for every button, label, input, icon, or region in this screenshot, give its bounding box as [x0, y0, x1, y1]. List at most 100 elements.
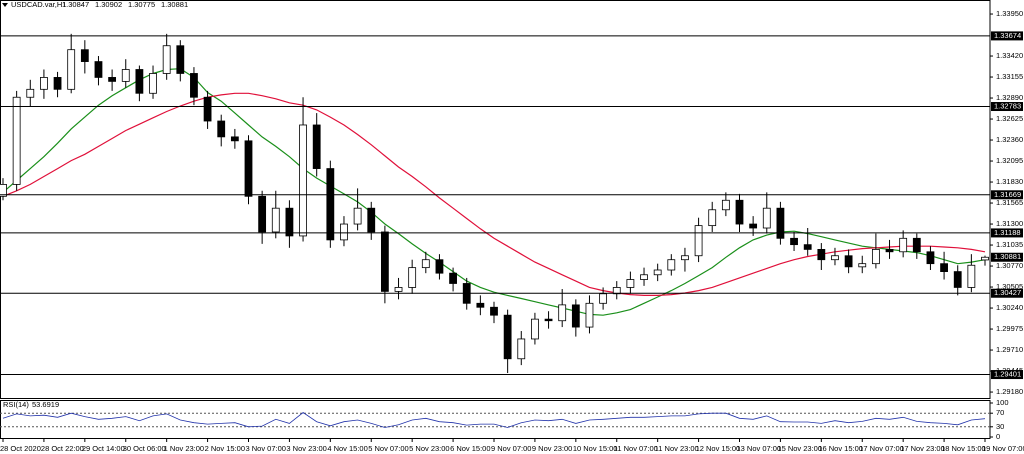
x-tick-label: 19 Nov 07:00: [982, 444, 1024, 453]
x-tick-label: 11 Nov 23:00: [655, 444, 699, 453]
y-tick-label: 1.30505: [996, 282, 1023, 291]
candle-body: [203, 96, 212, 122]
y-tick-label: 1.33420: [996, 51, 1023, 60]
x-tick-label: 11 Nov 07:00: [614, 444, 658, 453]
y-tick-label: 1.32095: [996, 156, 1023, 165]
candle-body: [831, 255, 839, 261]
candle-body: [762, 207, 771, 229]
candle-body: [380, 231, 389, 292]
x-tick-label: 3 Nov 23:00: [286, 444, 326, 453]
y-tick-label: 0: [996, 432, 1000, 441]
candle-body: [340, 223, 348, 241]
candle-body: [135, 69, 144, 94]
x-tick-label: 15 Nov 23:00: [777, 444, 822, 453]
candle-body: [258, 195, 267, 233]
rsi-title: RSI(14): [3, 400, 29, 409]
candle-body: [612, 287, 621, 295]
level-box: [991, 370, 1023, 380]
candle-body: [735, 199, 744, 225]
level-box: [991, 190, 1023, 200]
candle-body: [285, 207, 294, 237]
rsi-line: [2, 412, 986, 428]
y-tick-label: 1.29975: [996, 324, 1023, 333]
candle-body: [558, 304, 567, 322]
level-label: 1.29401: [994, 370, 1021, 379]
y-tick-label: 30: [996, 422, 1004, 431]
candle-body: [108, 77, 117, 82]
candle-body: [503, 314, 512, 360]
candle-body: [53, 77, 62, 90]
y-tick-label: 1.31300: [996, 219, 1023, 228]
x-tick-label: 17 Nov 07:00: [859, 444, 904, 453]
candle-body: [149, 73, 157, 94]
candle-body: [94, 61, 103, 78]
level-box: [991, 288, 1023, 298]
level-box: [991, 102, 1023, 112]
x-tick-label: 28 Oct 22:00: [41, 444, 84, 453]
candle-body: [490, 306, 498, 316]
candle-body: [708, 209, 717, 227]
level-label: 1.33674: [994, 31, 1021, 40]
candle-body: [531, 318, 539, 340]
y-tick-label: 1.31830: [996, 177, 1023, 186]
x-tick-label: 4 Nov 15:00: [327, 444, 367, 453]
y-tick-label: 1.32890: [996, 93, 1023, 102]
candle-body: [162, 45, 171, 74]
candle-body: [871, 249, 880, 265]
candle-body: [694, 225, 703, 257]
candle-body: [912, 237, 921, 253]
y-tick-label: 1.30240: [996, 303, 1023, 312]
candle-body: [190, 73, 198, 98]
x-tick-label: 2 Nov 15:00: [205, 444, 245, 453]
candle-body: [571, 304, 580, 328]
close-value: 1.30881: [161, 0, 188, 9]
candle-body: [844, 255, 853, 268]
candle-body: [981, 256, 989, 261]
candle-body: [585, 302, 594, 328]
main-panel: [0, 0, 991, 399]
candle-body: [12, 96, 21, 185]
candle-body: [244, 140, 253, 197]
candle-body: [40, 77, 48, 90]
candle-body: [353, 207, 362, 225]
price-label: 1.30881: [994, 252, 1021, 261]
x-tick-label: 10 Nov 15:00: [573, 444, 618, 453]
candle-body: [80, 49, 89, 62]
x-tick-label: 5 Nov 07:00: [368, 444, 408, 453]
price-box: [991, 252, 1023, 262]
candle-body: [408, 267, 417, 288]
symbol-title: USDCAD.var,H1: [11, 0, 66, 9]
candle-body: [926, 251, 935, 265]
x-tick-label: 3 Nov 07:00: [246, 444, 286, 453]
y-tick-label: 70: [996, 408, 1004, 417]
candle-body: [640, 274, 648, 280]
candle-body: [449, 272, 457, 284]
y-tick-label: 1.32625: [996, 114, 1023, 123]
candle-body: [476, 302, 485, 308]
candle-body: [967, 264, 976, 288]
level-label: 1.31188: [994, 228, 1021, 237]
x-tick-label: 16 Nov 15:00: [818, 444, 863, 453]
y-tick-label: 1.33155: [996, 72, 1023, 81]
x-tick-label: 1 Nov 23:00: [164, 444, 204, 453]
candle-body: [721, 199, 730, 211]
candle-body: [67, 49, 76, 90]
high-value: 1.30902: [95, 0, 122, 9]
candle-body: [885, 249, 894, 253]
menu-arrow: [2, 3, 8, 7]
y-tick-label: 1.29710: [996, 345, 1023, 354]
candle-body: [681, 255, 689, 261]
candle-body: [367, 207, 376, 233]
candle-body: [121, 69, 130, 82]
candle-body: [421, 259, 430, 269]
x-tick-label: 12 Nov 15:00: [696, 444, 741, 453]
x-tick-label: 6 Nov 15:00: [450, 444, 490, 453]
low-value: 1.30775: [128, 0, 155, 9]
candle-body: [653, 269, 662, 276]
candle-body: [858, 263, 867, 268]
candle-body: [749, 223, 758, 229]
x-tick-label: 30 Oct 06:00: [123, 444, 166, 453]
candle-body: [776, 207, 785, 239]
